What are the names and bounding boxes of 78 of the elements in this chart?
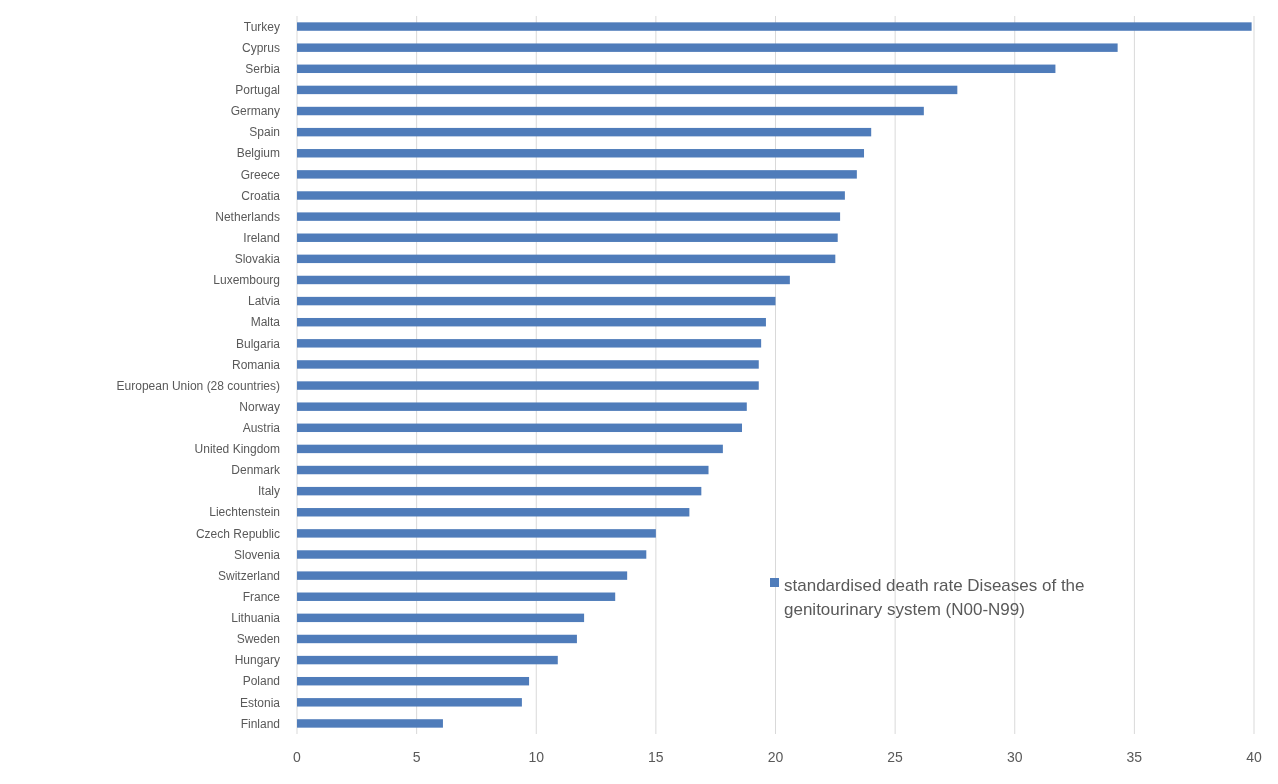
y-tick-label: Portugal xyxy=(235,83,280,98)
x-tick-label: 40 xyxy=(1246,749,1262,765)
bar xyxy=(297,43,1118,52)
x-tick-label: 35 xyxy=(1126,749,1143,765)
y-tick-label: Latvia xyxy=(247,294,281,309)
bar xyxy=(297,339,762,348)
bar xyxy=(297,296,776,306)
y-tick-label: Sweden xyxy=(236,632,280,647)
legend-label: standardised death rate Diseases of the genitourinary system (N00-N99) xyxy=(784,576,1085,620)
y-tick-label: Greece xyxy=(240,167,281,182)
bar xyxy=(297,655,558,665)
bar xyxy=(297,191,845,200)
y-tick-label: Netherlands xyxy=(215,209,280,224)
y-tick-label: United Kingdom xyxy=(194,442,280,457)
bar xyxy=(297,64,1056,74)
y-tick-label: Austria xyxy=(242,420,281,435)
y-tick-label: Spain xyxy=(249,125,280,140)
y-tick-label: Czech Republic xyxy=(195,526,280,541)
bar xyxy=(297,465,709,475)
bar xyxy=(297,170,857,179)
y-tick-label: Italy xyxy=(257,484,280,499)
bar xyxy=(297,571,628,580)
y-tick-label: Slovakia xyxy=(234,252,281,267)
y-tick-label: Turkey xyxy=(243,19,280,34)
bar xyxy=(297,529,656,538)
bar xyxy=(297,233,838,242)
y-tick-label: Norway xyxy=(239,399,280,414)
bar xyxy=(297,634,577,644)
y-tick-label: Bulgaria xyxy=(235,336,281,351)
y-tick-label: Croatia xyxy=(241,188,281,203)
y-tick-label: Malta xyxy=(250,315,281,330)
bar xyxy=(297,592,616,601)
bar xyxy=(297,550,647,559)
y-tick-label: Switzerland xyxy=(217,568,280,583)
bar xyxy=(297,508,690,517)
y-tick-label: Liechtenstein xyxy=(209,505,280,520)
bar xyxy=(297,486,702,496)
y-tick-label: European Union (28 countries) xyxy=(116,378,280,393)
y-tick-label: Hungary xyxy=(234,653,280,668)
bar xyxy=(297,317,766,327)
bar xyxy=(297,149,865,158)
x-tick-label: 5 xyxy=(412,749,421,765)
bar xyxy=(297,106,924,116)
bar xyxy=(297,360,759,369)
bar xyxy=(297,402,747,411)
y-tick-label: Finland xyxy=(240,716,280,731)
y-tick-label: Ireland xyxy=(243,230,280,245)
y-tick-label: France xyxy=(242,589,281,604)
y-tick-label: Denmark xyxy=(231,463,281,478)
bar xyxy=(297,381,759,390)
y-tick-label: Slovenia xyxy=(233,547,281,562)
bar xyxy=(297,676,530,686)
bar xyxy=(297,275,790,285)
bar xyxy=(297,423,743,433)
bar xyxy=(297,254,836,264)
y-tick-label: Serbia xyxy=(245,61,281,76)
x-tick-label: 15 xyxy=(648,749,664,765)
x-tick-label: 30 xyxy=(1006,749,1023,765)
y-tick-label: Romania xyxy=(231,357,281,372)
x-tick-label: 10 xyxy=(528,749,545,765)
x-tick-label: 25 xyxy=(887,749,904,765)
bar xyxy=(297,22,1252,31)
bar xyxy=(297,212,841,221)
x-tick-label: 20 xyxy=(767,749,784,765)
y-tick-label: Lithuania xyxy=(231,611,281,626)
y-tick-label: Belgium xyxy=(236,146,280,161)
bar xyxy=(297,85,958,95)
bar xyxy=(297,127,872,137)
bar xyxy=(297,719,443,728)
bar xyxy=(297,444,723,454)
y-tick-label: Luxembourg xyxy=(213,273,280,288)
y-tick-label: Estonia xyxy=(239,695,281,710)
bar xyxy=(297,613,585,623)
y-tick-label: Poland xyxy=(242,674,280,689)
x-tick-label: 0 xyxy=(293,749,302,765)
bar xyxy=(297,698,522,707)
y-tick-label: Cyprus xyxy=(241,40,280,55)
y-tick-label: Germany xyxy=(230,104,280,119)
